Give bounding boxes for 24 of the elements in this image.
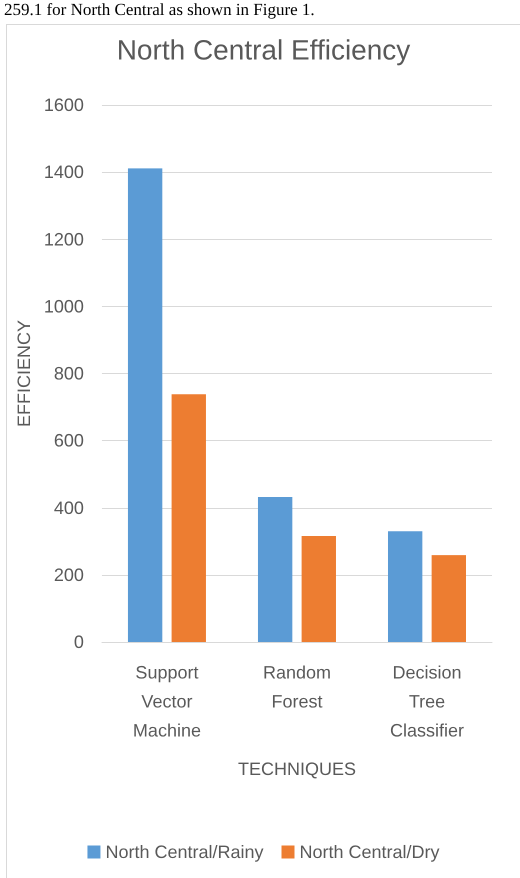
x-tick-label: Decision Tree Classifier — [390, 662, 464, 740]
legend-label: North Central/Dry — [300, 842, 440, 862]
y-tick-label: 1400 — [44, 162, 84, 182]
y-tick-label: 0 — [74, 632, 84, 652]
y-tick-label: 600 — [54, 430, 84, 451]
y-tick-label: 200 — [54, 564, 84, 585]
legend-label: North Central/Rainy — [105, 842, 264, 862]
bar — [128, 168, 162, 642]
text: 259.1 for North Central as shown in Figure 1. — [4, 0, 315, 20]
y-tick-label: 800 — [54, 364, 84, 384]
y-tick-label: 1000 — [44, 296, 84, 316]
x-tick-label: Random Forest — [262, 662, 331, 712]
x-axis-title: TECHNIQUES — [238, 759, 356, 779]
bar — [388, 531, 422, 642]
bar — [258, 497, 292, 642]
chart-title: North Central Efficiency — [116, 34, 410, 66]
bar — [302, 536, 336, 642]
x-tick-label: Support Vector Machine — [132, 662, 201, 740]
bar — [432, 555, 466, 642]
bar — [172, 394, 206, 642]
y-tick-label: 1200 — [44, 229, 84, 250]
y-tick-label: 400 — [54, 498, 84, 518]
y-tick-label: 1600 — [44, 95, 84, 115]
y-axis-title: EFFICIENCY — [14, 320, 34, 428]
